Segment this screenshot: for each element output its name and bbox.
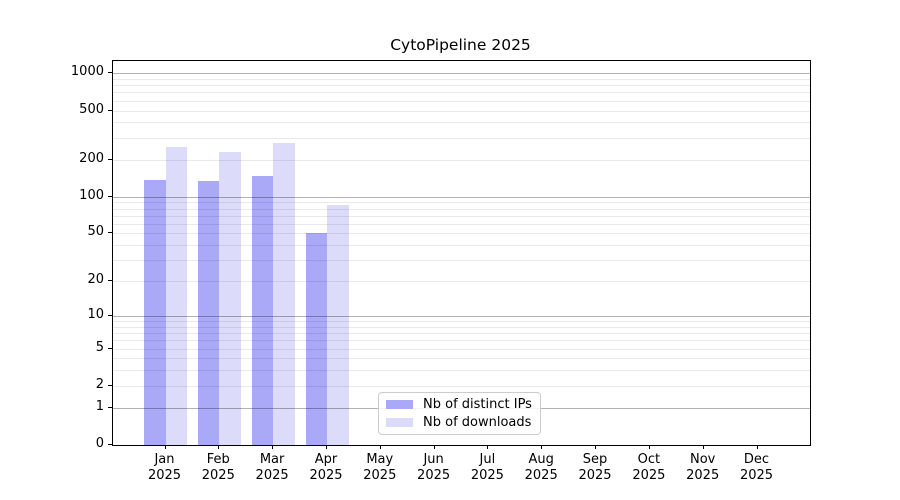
grid-line-minor-700: [113, 92, 810, 94]
grid-line-minor-3: [113, 370, 810, 372]
x-tick-mark-aug: [541, 445, 543, 449]
grid-line-minor-4: [113, 358, 810, 360]
x-tick-label-jun: Jun 2025: [417, 452, 451, 483]
grid-line-major-100: [113, 196, 810, 198]
bar-distinct-ips-apr: [305, 233, 327, 445]
bar-downloads-jan: [165, 147, 187, 445]
x-tick-mark-feb: [218, 445, 220, 449]
grid-line-minor-6: [113, 340, 810, 342]
grid-line-minor-500: [113, 110, 810, 112]
x-tick-mark-may: [379, 445, 381, 449]
grid-line-minor-80: [113, 208, 810, 210]
y-tick-label-2: 2: [95, 376, 104, 392]
grid-line-minor-800: [113, 85, 810, 87]
y-tick-mark-10: [108, 315, 112, 316]
legend-label-downloads: Nb of downloads: [423, 415, 532, 430]
legend: Nb of distinct IPs Nb of downloads: [378, 392, 541, 435]
x-tick-label-nov: Nov 2025: [686, 452, 720, 483]
x-tick-label-sep: Sep 2025: [578, 452, 612, 483]
bar-downloads-apr: [327, 205, 349, 445]
grid-line-minor-200: [113, 159, 810, 161]
x-tick-mark-oct: [648, 445, 650, 449]
y-tick-label-1000: 1000: [70, 64, 104, 80]
grid-line-minor-7: [113, 333, 810, 335]
grid-line-minor-600: [113, 100, 810, 102]
x-tick-label-aug: Aug 2025: [524, 452, 558, 483]
y-tick-label-50: 50: [87, 224, 104, 240]
x-tick-mark-dec: [756, 445, 758, 449]
grid-line-minor-5: [113, 348, 810, 350]
bar-downloads-feb: [219, 151, 241, 445]
grid-line-minor-40: [113, 245, 810, 247]
grid-line-minor-900: [113, 78, 810, 80]
grid-line-minor-400: [113, 122, 810, 124]
x-tick-mark-nov: [702, 445, 704, 449]
grid-line-minor-50: [113, 233, 810, 235]
legend-row-downloads: Nb of downloads: [386, 415, 540, 430]
chart-title: CytoPipeline 2025: [390, 36, 531, 54]
plot-area: Nb of distinct IPs Nb of downloads: [112, 60, 811, 446]
x-tick-label-jan: Jan 2025: [147, 452, 182, 483]
x-tick-mark-jan: [164, 445, 166, 449]
grid-line-minor-8: [113, 326, 810, 328]
bar-distinct-ips-mar: [251, 176, 274, 445]
y-tick-mark-0: [108, 444, 112, 445]
x-tick-mark-sep: [595, 445, 596, 449]
y-tick-label-200: 200: [79, 150, 104, 166]
legend-swatch-distinct-ips: [386, 400, 413, 409]
y-tick-mark-1: [108, 406, 112, 408]
x-tick-mark-apr: [326, 445, 327, 449]
y-tick-mark-100: [108, 195, 112, 197]
grid-line-minor-60: [113, 223, 810, 225]
y-tick-label-5: 5: [95, 339, 104, 355]
grid-line-minor-70: [113, 215, 810, 217]
grid-line-major-10: [113, 316, 810, 317]
x-tick-mark-mar: [272, 445, 274, 449]
x-tick-mark-jun: [433, 445, 435, 449]
y-tick-mark-200: [108, 158, 112, 160]
x-tick-label-may: May 2025: [363, 452, 397, 483]
bar-distinct-ips-jan: [144, 180, 166, 445]
x-tick-label-jul: Jul 2025: [470, 452, 504, 483]
grid-line-minor-30: [113, 260, 810, 262]
y-tick-mark-50: [108, 232, 112, 234]
grid-line-minor-20: [113, 281, 810, 283]
x-tick-label-apr: Apr 2025: [309, 452, 343, 483]
legend-row-distinct-ips: Nb of distinct IPs: [386, 397, 540, 412]
grid-line-major-1000: [113, 73, 810, 75]
grid-line-minor-300: [113, 137, 810, 139]
legend-swatch-downloads: [386, 418, 413, 427]
y-tick-label-20: 20: [87, 272, 104, 288]
y-tick-mark-5: [108, 347, 112, 349]
y-tick-label-10: 10: [87, 307, 104, 322]
y-tick-mark-500: [108, 109, 112, 111]
y-tick-label-100: 100: [79, 187, 104, 203]
grid-line-minor-2: [113, 385, 810, 387]
y-tick-label-0: 0: [95, 436, 104, 451]
x-tick-label-feb: Feb 2025: [201, 452, 235, 483]
legend-label-distinct-ips: Nb of distinct IPs: [423, 397, 532, 412]
y-tick-mark-1000: [108, 72, 112, 74]
grid-line-minor-9: [113, 321, 810, 323]
y-tick-mark-2: [108, 384, 112, 386]
bar-distinct-ips-feb: [197, 181, 220, 445]
y-tick-label-500: 500: [79, 101, 104, 117]
x-tick-label-mar: Mar 2025: [255, 452, 289, 483]
x-tick-label-oct: Oct 2025: [632, 452, 666, 483]
x-tick-mark-jul: [487, 445, 489, 449]
y-tick-mark-20: [108, 280, 112, 282]
y-tick-label-1: 1: [95, 398, 104, 414]
x-tick-label-dec: Dec 2025: [739, 452, 774, 483]
bar-downloads-mar: [273, 143, 295, 445]
grid-line-minor-90: [113, 202, 810, 204]
